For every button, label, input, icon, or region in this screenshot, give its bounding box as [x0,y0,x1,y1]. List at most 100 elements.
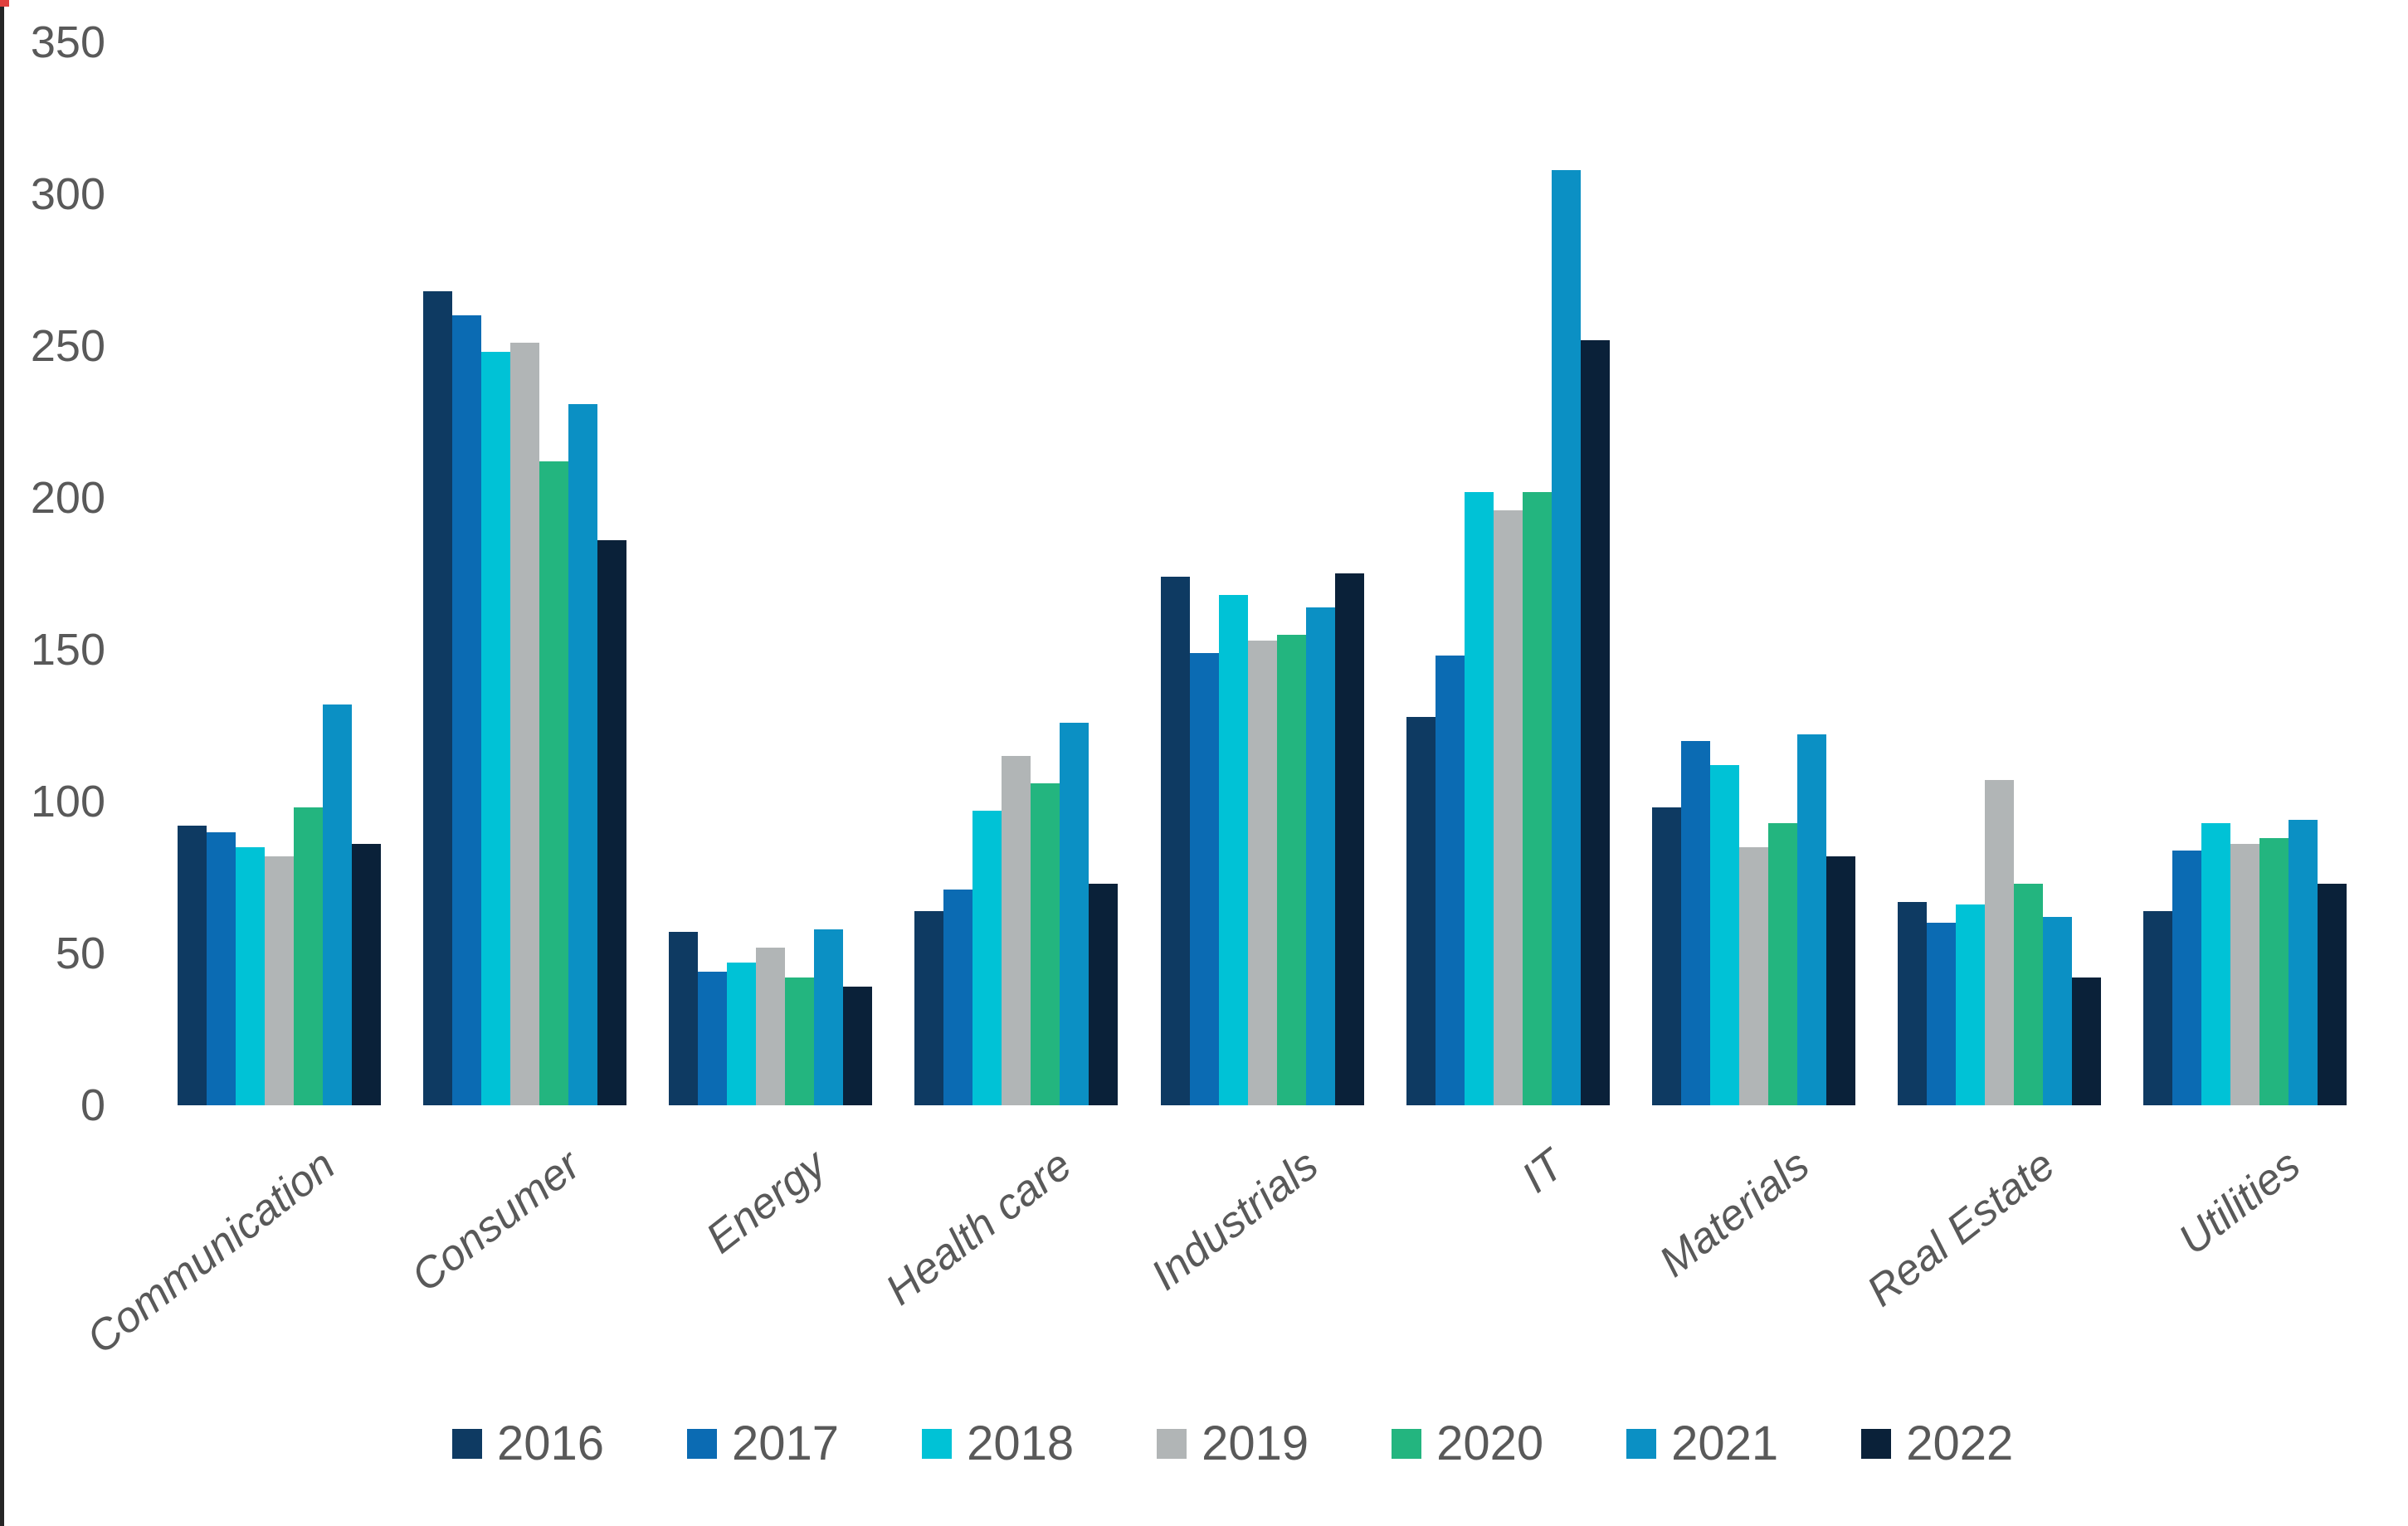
legend-item-2017: 2017 [687,1417,839,1470]
legend-label: 2020 [1436,1416,1544,1470]
bar-2017-consumer [451,315,481,1105]
bar-2017-communication [206,832,236,1105]
bar-2021-consumer [568,404,597,1105]
bar-2018-real-estate [1955,904,1985,1105]
bar-2019-energy [755,948,785,1105]
y-tick-label: 150 [30,625,105,675]
bar-2022-utilities [2317,884,2347,1105]
bar-2021-it [1551,170,1581,1105]
bar-2020-real-estate [2013,884,2043,1105]
y-tick-label: 200 [30,473,105,523]
bar-2016-real-estate [1897,902,1927,1105]
y-tick-label: 100 [30,777,105,826]
bar-2021-health-care [1059,723,1089,1105]
x-axis-label-communication: Communication [77,1140,344,1363]
bar-group-real-estate [1897,780,2101,1105]
bar-2019-industrials [1247,641,1277,1105]
bar-2022-industrials [1334,573,1364,1105]
bar-2021-communication [322,704,352,1105]
legend-item-2022: 2022 [1861,1417,2013,1470]
bar-group-health-care [914,723,1118,1105]
bar-2018-energy [726,963,756,1105]
bar-group-communication [177,704,381,1105]
legend-swatch-2021 [1626,1429,1657,1459]
bar-2021-real-estate [2042,917,2072,1105]
bar-2022-energy [842,987,872,1105]
legend-item-2021: 2021 [1626,1417,1778,1470]
bar-2016-utilities [2142,911,2172,1105]
bar-2022-it [1580,340,1610,1105]
legend-item-2020: 2020 [1392,1417,1543,1470]
bar-2021-materials [1796,734,1826,1105]
bar-2018-communication [235,847,265,1105]
x-axis-label-real-estate: Real Estate [1858,1140,2064,1316]
bar-2019-health-care [1001,756,1031,1105]
bar-2018-utilities [2201,823,2230,1105]
bar-2022-materials [1825,856,1855,1105]
bar-2022-real-estate [2071,978,2101,1105]
legend: 2016 2017 2018 2019 2020 2021 2022 [452,1417,2013,1470]
x-axis-label-industrials: Industrials [1142,1140,1328,1300]
legend-item-2018: 2018 [922,1417,1074,1470]
bar-group-it [1406,170,1610,1105]
bar-2017-health-care [943,890,972,1105]
bar-2018-it [1464,492,1494,1105]
legend-swatch-2016 [452,1429,482,1459]
bar-group-industrials [1160,573,1364,1105]
bar-2018-materials [1709,765,1739,1105]
legend-label: 2018 [967,1416,1075,1470]
x-axis-label-it: IT [1513,1140,1573,1202]
bar-2016-materials [1651,807,1681,1105]
bar-2020-energy [784,978,814,1105]
bar-2016-communication [177,826,207,1105]
y-tick-label: 300 [30,169,105,219]
bar-group-utilities [2142,820,2347,1105]
screen-corner-artifact [0,0,9,7]
bar-2019-it [1493,510,1523,1105]
bar-2021-industrials [1305,607,1335,1105]
x-axis-label-utilities: Utilities [2170,1140,2310,1265]
x-axis-label-consumer: Consumer [402,1140,590,1302]
bar-2016-health-care [914,911,943,1105]
x-axis-label-health-care: Health care [877,1140,1081,1315]
bar-2017-materials [1680,741,1710,1105]
x-axis-label-energy: Energy [697,1140,836,1263]
bar-2017-industrials [1189,653,1219,1105]
legend-label: 2022 [1906,1416,2014,1470]
y-tick-label: 250 [30,321,105,371]
bar-2021-utilities [2288,820,2318,1105]
legend-label: 2016 [497,1416,605,1470]
bar-2016-consumer [422,291,452,1105]
bar-2022-health-care [1088,884,1118,1105]
bar-2018-industrials [1218,595,1248,1105]
bar-2017-it [1435,656,1465,1105]
bar-2021-energy [813,929,843,1105]
bar-2017-utilities [2172,851,2201,1105]
bar-2022-communication [351,844,381,1105]
bar-2018-consumer [480,352,510,1105]
bar-2016-energy [668,932,698,1105]
screen-left-border [0,0,4,1526]
bar-2018-health-care [972,811,1002,1105]
bar-group-consumer [422,291,626,1105]
bar-2020-communication [293,807,323,1105]
x-axis-label-materials: Materials [1650,1140,1819,1287]
bar-2016-industrials [1160,577,1190,1105]
bar-2020-health-care [1030,783,1060,1105]
legend-swatch-2018 [922,1429,953,1459]
legend-item-2019: 2019 [1157,1417,1309,1470]
y-tick-label: 50 [55,929,105,978]
y-tick-label: 350 [30,17,105,67]
bar-2017-energy [697,972,727,1105]
legend-label: 2021 [1671,1416,1779,1470]
bar-group-materials [1651,734,1855,1105]
legend-swatch-2022 [1861,1429,1892,1459]
legend-swatch-2020 [1392,1429,1422,1459]
legend-label: 2017 [732,1416,840,1470]
bar-2016-it [1406,717,1436,1105]
bar-2019-utilities [2230,844,2259,1105]
legend-swatch-2019 [1157,1429,1187,1459]
legend-label: 2019 [1202,1416,1309,1470]
legend-swatch-2017 [687,1429,718,1459]
legend-item-2016: 2016 [452,1417,604,1470]
